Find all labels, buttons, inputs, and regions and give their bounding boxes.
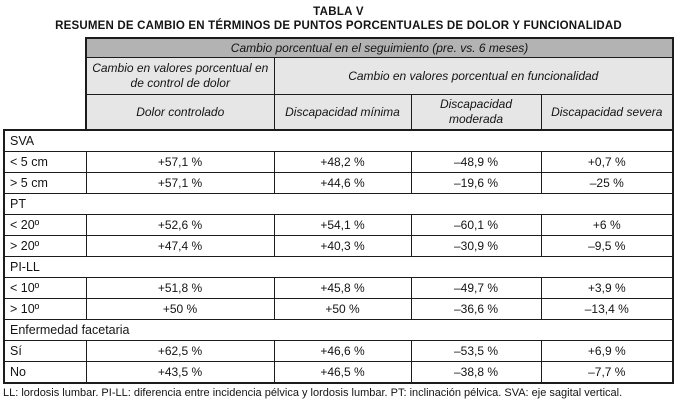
- value-cell: –60,1 %: [410, 214, 542, 236]
- row-label: < 20º: [3, 214, 87, 236]
- value-cell: –7,7 %: [540, 361, 675, 384]
- value-cell: +45,8 %: [273, 277, 412, 299]
- row-label: > 5 cm: [3, 172, 87, 194]
- row-label: Sí: [3, 340, 87, 362]
- section-title: SVA: [2, 129, 675, 152]
- top-header-row: Cambio porcentual en el seguimiento (pre…: [4, 37, 675, 58]
- table-subtitle: RESUMEN DE CAMBIO EN TÉRMINOS DE PUNTOS …: [55, 20, 622, 32]
- value-cell: +40,3 %: [273, 235, 412, 257]
- value-cell: +0,7 %: [540, 151, 675, 173]
- group-header-function: Cambio en valores porcentual en funciona…: [273, 57, 675, 95]
- column-header-dolor-controlado: Dolor controlado: [85, 94, 275, 131]
- value-cell: –38,8 %: [410, 361, 542, 384]
- value-cell: +54,1 %: [273, 214, 412, 236]
- section-title: PI-LL: [2, 256, 675, 278]
- data-row: < 20º +52,6 % +54,1 % –60,1 % +6 %: [3, 214, 675, 236]
- column-header-discapacidad-minima: Discapacidad mínima: [273, 94, 412, 131]
- section-title: PT: [2, 193, 675, 215]
- summary-table: Cambio porcentual en el seguimiento (pre…: [2, 37, 675, 384]
- value-cell: –19,6 %: [410, 172, 542, 194]
- value-cell: –9,5 %: [540, 235, 675, 257]
- section-row-pt: PT: [2, 193, 675, 215]
- row-label: No: [3, 361, 87, 384]
- data-row: No +43,5 % +46,5 % –38,8 % –7,7 %: [3, 361, 675, 384]
- value-cell: –48,9 %: [410, 151, 542, 173]
- section-row-enfermedad-facetaria: Enfermedad facetaria: [2, 319, 675, 341]
- column-header-discapacidad-moderada: Discapacidad moderada: [410, 94, 542, 131]
- data-row: < 5 cm +57,1 % +48,2 % –48,9 % +0,7 %: [3, 151, 675, 173]
- value-cell: +57,1 %: [85, 172, 275, 194]
- row-label: > 20º: [3, 235, 87, 257]
- value-cell: +48,2 %: [273, 151, 412, 173]
- empty-corner-cell: [4, 38, 86, 58]
- value-cell: –25 %: [540, 172, 675, 194]
- section-row-pill: PI-LL: [2, 256, 675, 278]
- column-header-discapacidad-severa: Discapacidad severa: [540, 94, 675, 131]
- group-header-row: Cambio en valores porcentual en de contr…: [4, 57, 675, 95]
- value-cell: –13,4 %: [540, 298, 675, 320]
- value-cell: +47,4 %: [85, 235, 275, 257]
- data-row: > 10º +50 % +50 % –36,6 % –13,4 %: [3, 298, 675, 320]
- data-row: < 10º +51,8 % +45,8 % –49,7 % +3,9 %: [3, 277, 675, 299]
- value-cell: –53,5 %: [410, 340, 542, 362]
- value-cell: +52,6 %: [85, 214, 275, 236]
- empty-corner-cell: [4, 57, 86, 95]
- row-label: < 5 cm: [3, 151, 87, 173]
- row-label: > 10º: [3, 298, 87, 320]
- footnote: LL: lordosis lumbar. PI-LL: diferencia e…: [3, 387, 623, 399]
- value-cell: –49,7 %: [410, 277, 542, 299]
- group-header-pain: Cambio en valores porcentual en de contr…: [85, 57, 275, 95]
- value-cell: +3,9 %: [540, 277, 675, 299]
- value-cell: +6,9 %: [540, 340, 675, 362]
- row-label: < 10º: [3, 277, 87, 299]
- value-cell: +6 %: [540, 214, 675, 236]
- empty-corner-cell: [4, 94, 86, 130]
- data-row: > 20º +47,4 % +40,3 % –30,9 % –9,5 %: [3, 235, 675, 257]
- value-cell: +62,5 %: [85, 340, 275, 362]
- value-cell: +46,6 %: [273, 340, 412, 362]
- value-cell: +43,5 %: [85, 361, 275, 384]
- value-cell: –36,6 %: [410, 298, 542, 320]
- column-header-row: Dolor controlado Discapacidad mínima Dis…: [4, 94, 675, 131]
- value-cell: –30,9 %: [410, 235, 542, 257]
- value-cell: +57,1 %: [85, 151, 275, 173]
- value-cell: +50 %: [85, 298, 275, 320]
- section-title: Enfermedad facetaria: [2, 319, 675, 341]
- value-cell: +46,5 %: [273, 361, 412, 384]
- data-row: > 5 cm +57,1 % +44,6 % –19,6 % –25 %: [3, 172, 675, 194]
- value-cell: +44,6 %: [273, 172, 412, 194]
- top-header-cell: Cambio porcentual en el seguimiento (pre…: [84, 37, 675, 58]
- value-cell: +51,8 %: [85, 277, 275, 299]
- table-title: TABLA V: [313, 6, 364, 18]
- value-cell: +50 %: [273, 298, 412, 320]
- section-row-sva: SVA: [2, 129, 675, 152]
- data-row: Sí +62,5 % +46,6 % –53,5 % +6,9 %: [3, 340, 675, 362]
